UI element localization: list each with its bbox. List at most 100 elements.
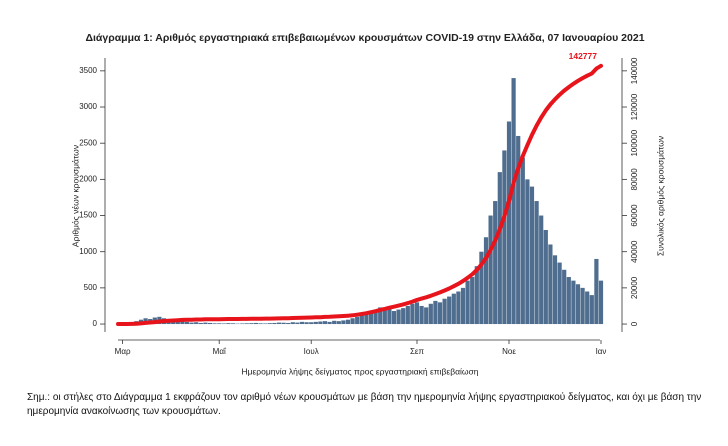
bar: [405, 305, 410, 325]
y2-tick-label: 40000: [630, 240, 639, 263]
y-tick-label: 3500: [79, 66, 97, 75]
bar: [437, 302, 443, 325]
bar: [497, 172, 502, 325]
x-tick-label: Σεπ: [410, 347, 425, 356]
bar: [281, 322, 286, 325]
bar: [493, 201, 498, 325]
bar: [488, 215, 493, 325]
bar: [226, 323, 231, 325]
bar: [414, 302, 420, 325]
x-tick-label: Ιουλ: [304, 347, 319, 356]
bar: [299, 321, 305, 325]
y-tick-label: 500: [84, 283, 98, 292]
bar: [456, 291, 461, 325]
bar: [309, 322, 314, 325]
bar: [244, 323, 249, 325]
x-axis-label: Ημερομηνία λήψης δείγματος προς εργαστηρ…: [241, 366, 478, 376]
bar: [589, 295, 594, 325]
bar: [373, 309, 378, 325]
bar: [525, 179, 530, 325]
bar: [424, 307, 429, 325]
bar: [534, 201, 539, 325]
bar: [401, 308, 406, 325]
bar: [276, 322, 282, 325]
bar: [203, 322, 208, 325]
bar: [571, 280, 576, 325]
bar: [447, 296, 452, 325]
chart-title: Διάγραμμα 1: Αριθμός εργαστηριακά επιβεβ…: [85, 32, 644, 44]
bar: [442, 298, 447, 325]
bar: [575, 284, 581, 325]
bar: [378, 307, 383, 325]
bar: [428, 303, 433, 325]
bar: [304, 322, 309, 325]
bar: [474, 266, 479, 325]
bar: [318, 321, 323, 325]
bar: [511, 78, 516, 325]
bar: [502, 150, 507, 325]
bar: [387, 308, 392, 325]
y2-tick-label: 140000: [630, 57, 639, 84]
bar: [566, 277, 571, 325]
y-tick-label: 0: [93, 319, 98, 328]
bar: [327, 321, 332, 325]
bar: [212, 323, 217, 325]
bar: [189, 322, 194, 325]
bar: [451, 293, 456, 325]
bar: [410, 303, 415, 325]
bar: [382, 310, 387, 325]
bar: [479, 251, 484, 325]
bar: [332, 320, 337, 325]
bar: [598, 280, 604, 325]
x-tick-label: Νοε: [502, 347, 516, 356]
bar: [295, 322, 300, 325]
bar: [230, 323, 236, 325]
bar: [286, 322, 291, 325]
y-tick-label: 1500: [79, 211, 97, 220]
bar: [483, 237, 489, 325]
bar: [391, 311, 397, 325]
bar: [516, 135, 521, 325]
y-tick-label: 2500: [79, 138, 97, 147]
bar: [272, 322, 277, 325]
cumulative-line: [116, 63, 603, 326]
bar: [562, 269, 567, 325]
bar: [180, 321, 185, 325]
x-tick-label: Μαΐ: [213, 347, 227, 356]
bar: [557, 262, 562, 325]
bar: [520, 157, 525, 325]
note: Σημ.: οι στήλες στο Διάγραμμα 1 εκφράζου…: [27, 392, 702, 417]
bar: [543, 230, 548, 325]
bar: [217, 323, 222, 325]
bar: [539, 215, 544, 325]
bar: [433, 300, 438, 325]
bar: [253, 322, 259, 325]
y-axis-label: Αριθμός νέων κρουσμάτων: [70, 145, 80, 247]
y-tick-label: 2000: [79, 174, 97, 183]
bar: [364, 313, 369, 325]
bar: [263, 323, 268, 325]
bar: [267, 323, 272, 325]
bar: [194, 322, 199, 325]
bar: [368, 311, 374, 325]
bar: [198, 322, 203, 325]
bar: [580, 287, 585, 325]
bar: [322, 321, 328, 325]
y2-tick-label: 100000: [630, 129, 639, 156]
y2-tick-label: 0: [630, 321, 639, 326]
y2-tick-label: 80000: [630, 168, 639, 191]
bar: [548, 244, 553, 325]
bar: [258, 323, 263, 325]
bar: [350, 318, 355, 325]
x-tick-label: Ιαν: [596, 347, 607, 356]
bar: [529, 186, 535, 325]
data-label: 142777: [569, 51, 598, 61]
y2-tick-label: 60000: [630, 204, 639, 227]
y-tick-label: 3000: [79, 102, 97, 111]
bar: [419, 305, 424, 325]
bar: [336, 321, 341, 325]
bar: [470, 277, 475, 325]
bar: [249, 323, 254, 325]
